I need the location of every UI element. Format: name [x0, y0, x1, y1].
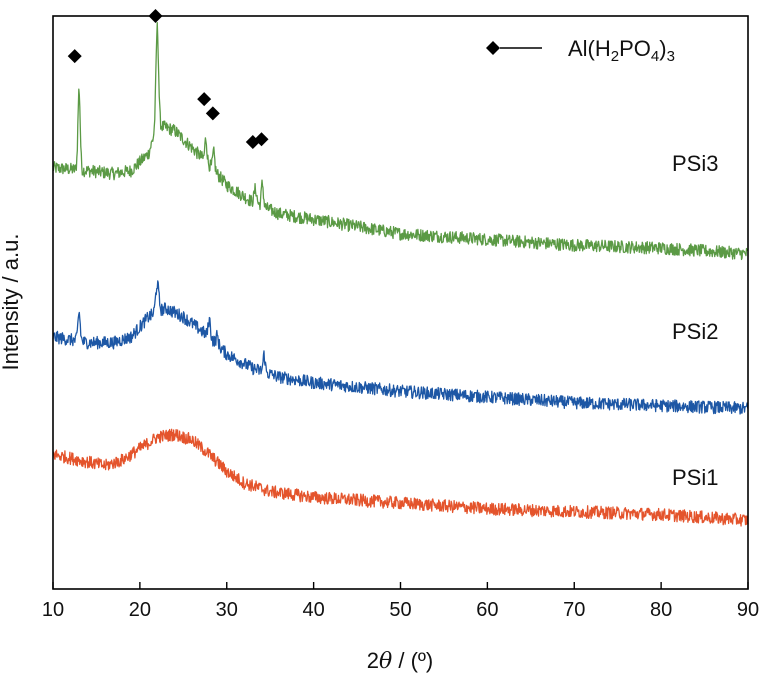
- series-line-psi2: [52, 280, 749, 415]
- x-axis: 10 20 30 40 50 60 70 80 90: [42, 582, 759, 621]
- legend-text-part: ): [659, 36, 666, 61]
- series-layer: [52, 21, 749, 527]
- x-tick-label: 30: [216, 599, 238, 621]
- legend-text-part: PO: [619, 36, 651, 61]
- series-label-psi3: PSi3: [672, 151, 718, 176]
- series-line-psi1: [52, 428, 749, 527]
- phase-marker-diamond: [197, 92, 212, 107]
- legend-diamond-marker: [486, 41, 500, 55]
- x-tick-label: 70: [563, 599, 585, 621]
- x-axis-title-suffix: / (º): [392, 648, 433, 673]
- phase-marker-diamond: [67, 49, 82, 64]
- series-label-psi2: PSi2: [672, 319, 718, 344]
- series-line-psi3: [52, 21, 749, 261]
- x-tick-label: 20: [129, 599, 151, 621]
- x-tick-label: 40: [303, 599, 325, 621]
- x-axis-title: 2θ / (º): [367, 648, 434, 674]
- legend: Al(H2PO4)3: [486, 36, 675, 65]
- phase-marker-diamond: [205, 106, 220, 121]
- marker-layer: [67, 9, 269, 150]
- legend-label: Al(H2PO4)3: [568, 36, 675, 65]
- phase-marker-diamond: [254, 132, 269, 147]
- x-axis-title-prefix: 2: [367, 648, 379, 673]
- x-tick-label: 60: [476, 599, 498, 621]
- x-tick-label: 80: [650, 599, 672, 621]
- x-tick-label: 90: [737, 599, 759, 621]
- legend-text-part: 3: [667, 48, 675, 65]
- legend-text-part: 4: [651, 48, 659, 65]
- x-tick-label: 50: [389, 599, 411, 621]
- legend-text-part: Al(H: [568, 36, 611, 61]
- series-label-psi1: PSi1: [672, 465, 718, 490]
- y-axis-title: Intensity / a.u.: [0, 234, 23, 371]
- x-axis-title-theta: θ: [379, 649, 392, 674]
- x-tick-label: 10: [42, 599, 64, 621]
- legend-text-part: 2: [611, 48, 619, 65]
